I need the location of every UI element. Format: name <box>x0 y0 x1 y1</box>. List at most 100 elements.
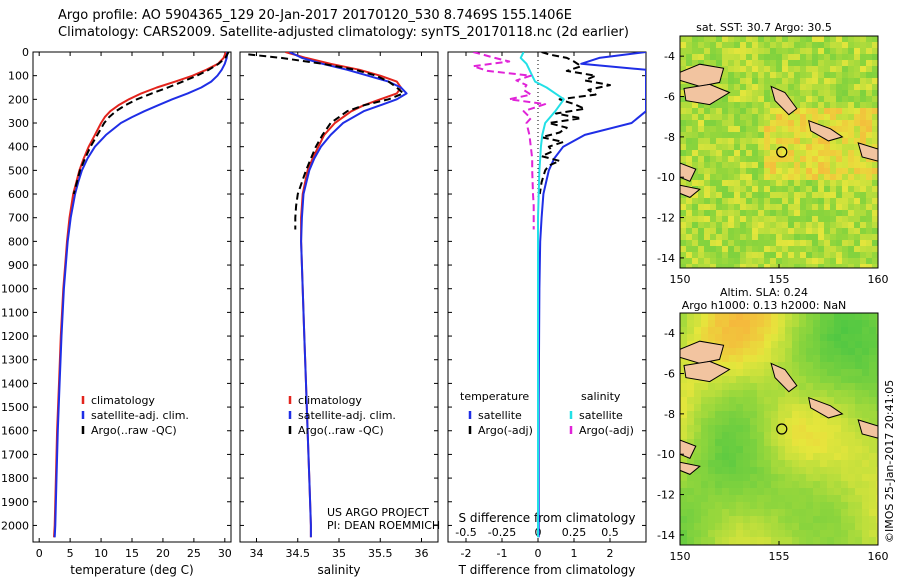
map-cell <box>722 341 730 349</box>
map-cell <box>876 390 878 398</box>
map-cell <box>836 168 843 175</box>
map-cell <box>834 481 842 489</box>
map-cell <box>722 383 730 391</box>
map-cell <box>836 114 843 121</box>
map-cell <box>854 210 861 217</box>
map-cell <box>715 404 723 412</box>
map-cell <box>834 397 842 405</box>
map-cell <box>734 138 741 145</box>
map-cell <box>869 488 877 496</box>
map-cell <box>824 108 831 115</box>
map-cell <box>687 530 695 538</box>
map-cell <box>818 138 825 145</box>
map-cell <box>806 234 813 241</box>
map-cell <box>752 144 759 151</box>
map-cell <box>708 439 716 447</box>
map-x-tick-label: 160 <box>868 273 889 286</box>
map-cell <box>860 210 867 217</box>
map-cell <box>854 234 861 241</box>
map-cell <box>746 72 753 79</box>
map-cell <box>799 425 807 433</box>
map-cell <box>785 446 793 454</box>
map-landmass <box>770 85 798 116</box>
map-cell <box>842 258 849 265</box>
map-cell <box>842 180 849 187</box>
map-cell <box>836 126 843 133</box>
map-cell <box>854 192 861 199</box>
map-cell <box>813 432 821 440</box>
map-cell <box>694 390 702 398</box>
map-cell <box>818 60 825 67</box>
map-cell <box>848 120 855 127</box>
map-cell <box>764 102 771 109</box>
map-cell <box>704 114 711 121</box>
map-cell <box>788 156 795 163</box>
map-cell <box>799 418 807 426</box>
map-cell <box>734 252 741 259</box>
map-cell <box>782 258 789 265</box>
map-cell <box>743 509 751 517</box>
map-cell <box>799 355 807 363</box>
map-cell <box>776 150 783 157</box>
map-cell <box>698 108 705 115</box>
map-cell <box>701 502 709 510</box>
map-cell <box>722 246 729 253</box>
map-cell <box>827 523 835 531</box>
map-cell <box>758 222 765 229</box>
map-cell <box>869 369 877 377</box>
map-cell <box>680 90 687 97</box>
map-cell <box>752 54 759 61</box>
map-cell <box>734 210 741 217</box>
map-cell <box>836 96 843 103</box>
map-cell <box>743 313 751 321</box>
map-cell <box>824 198 831 205</box>
map-cell <box>818 84 825 91</box>
map-cell <box>734 162 741 169</box>
map-cell <box>680 228 687 235</box>
map-cell <box>715 390 723 398</box>
map-cell <box>687 418 695 426</box>
map-cell <box>694 453 702 461</box>
map-cell <box>818 48 825 55</box>
map-cell <box>860 102 867 109</box>
map-cell <box>740 198 747 205</box>
map-cell <box>686 108 693 115</box>
map-cell <box>855 467 863 475</box>
map-cell <box>834 341 842 349</box>
legend-label: satellite-adj. clim. <box>298 409 396 422</box>
map-cell <box>743 383 751 391</box>
map-cell <box>770 186 777 193</box>
map-cell <box>842 48 849 55</box>
map-y-tick-label: -6 <box>664 91 675 104</box>
map-cell <box>820 390 828 398</box>
map-cell <box>820 425 828 433</box>
map-cell <box>758 66 765 73</box>
map-cell <box>806 246 813 253</box>
map-cell <box>794 42 801 49</box>
map-cell <box>800 198 807 205</box>
map-cell <box>806 516 814 524</box>
map-cell <box>792 404 800 412</box>
map-cell <box>848 495 856 503</box>
map-cell <box>734 144 741 151</box>
map-cell <box>872 78 878 85</box>
map-cell <box>806 114 813 121</box>
map-cell <box>708 383 716 391</box>
map-cell <box>830 210 837 217</box>
map-cell <box>830 102 837 109</box>
map-cell <box>854 216 861 223</box>
series-group <box>248 52 408 538</box>
map-cell <box>778 460 786 468</box>
map-cell <box>872 216 878 223</box>
map-cell <box>698 102 705 109</box>
map-cell <box>869 320 877 328</box>
map-cell <box>827 313 835 321</box>
map-cell <box>848 42 855 49</box>
map-cell <box>792 432 800 440</box>
map-cell <box>848 96 855 103</box>
map-cell <box>750 320 758 328</box>
map-y-tick-label: -14 <box>657 252 675 265</box>
map-cell <box>788 114 795 121</box>
map-cell <box>848 54 855 61</box>
map-cell <box>694 460 702 468</box>
